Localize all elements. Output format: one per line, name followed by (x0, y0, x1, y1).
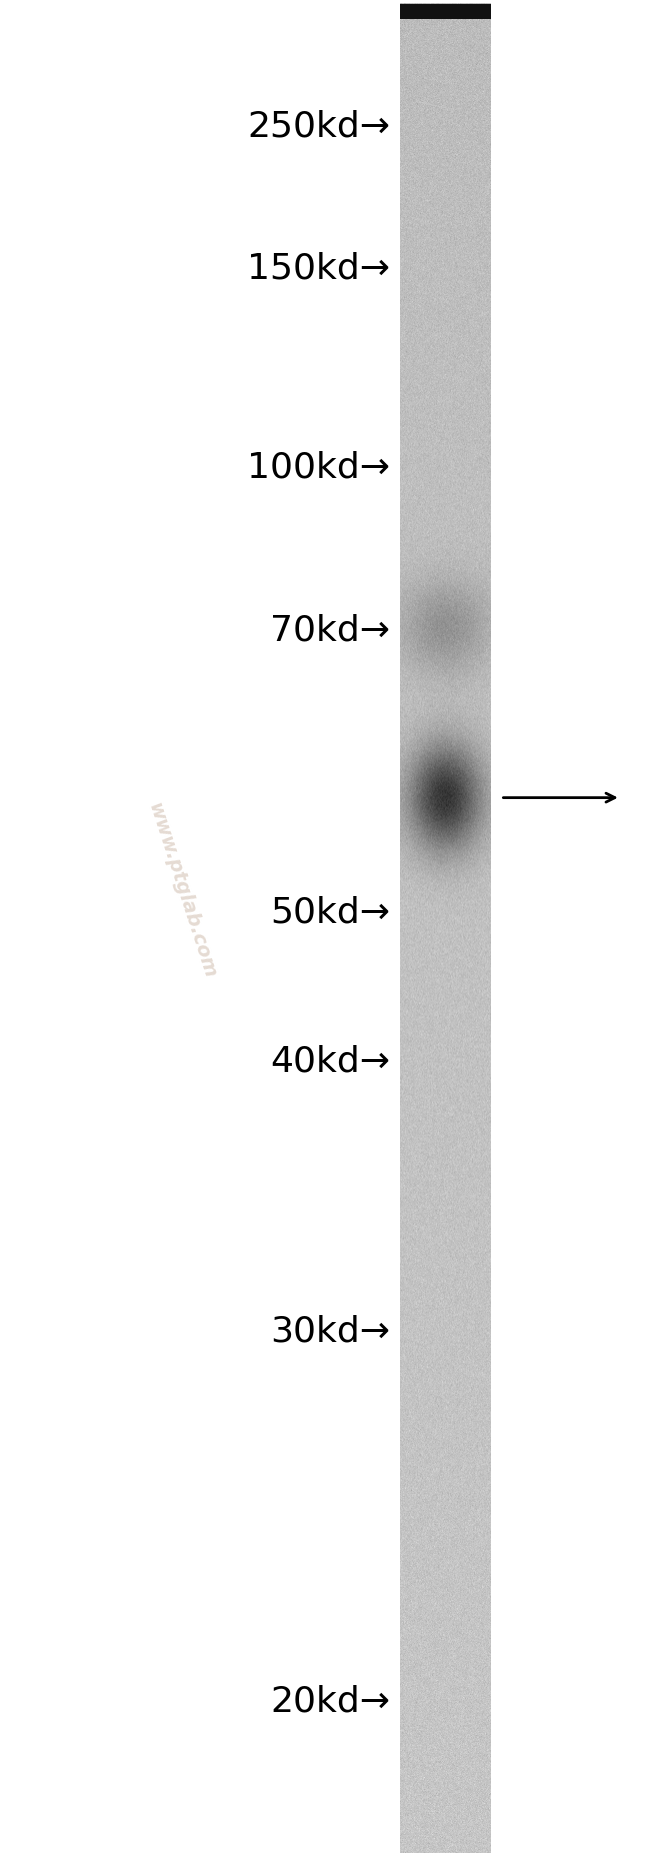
Bar (400, 4, 491, 19)
Text: 100kd→: 100kd→ (247, 451, 390, 484)
Text: 30kd→: 30kd→ (270, 1315, 390, 1349)
Text: 50kd→: 50kd→ (270, 896, 390, 929)
Text: www.ptglab.com: www.ptglab.com (144, 800, 220, 981)
Text: 150kd→: 150kd→ (247, 252, 390, 286)
Text: 250kd→: 250kd→ (247, 109, 390, 143)
Text: 20kd→: 20kd→ (270, 1684, 390, 1718)
Text: 70kd→: 70kd→ (270, 614, 390, 647)
Text: 40kd→: 40kd→ (270, 1044, 390, 1078)
